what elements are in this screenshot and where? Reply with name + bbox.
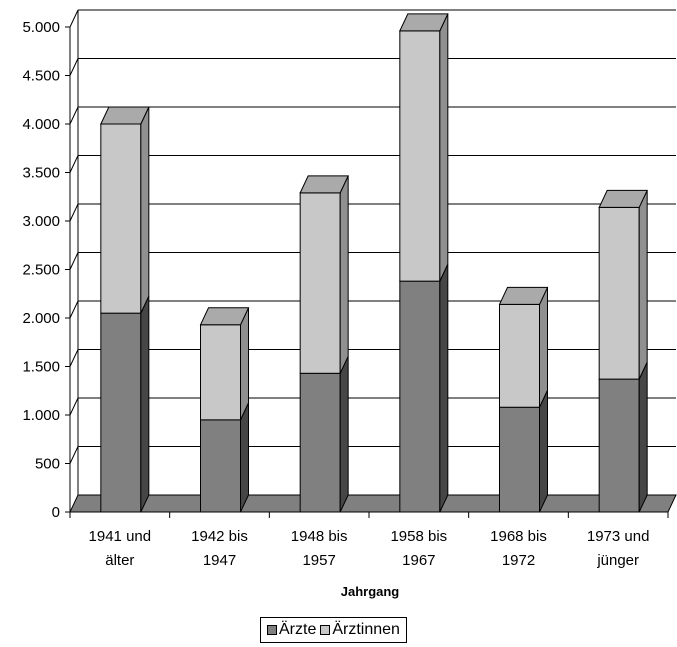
x-tick-label: 1958 bis: [390, 528, 447, 545]
x-tick-label: 1972: [502, 552, 535, 569]
x-tick-label: jünger: [596, 552, 639, 569]
gridline-side: [69, 203, 79, 222]
y-tick-label: 4.000: [22, 116, 60, 133]
bar-side: [638, 361, 648, 513]
legend-label-aerzte: Ärzte: [279, 621, 317, 638]
x-tick-label: 1967: [402, 552, 435, 569]
y-tick-label: 4.500: [22, 68, 60, 85]
bar-side: [539, 287, 548, 408]
bar-top: [598, 189, 648, 208]
bar-top: [299, 175, 349, 194]
legend-item-aerztinnen: Ärztinnen: [320, 621, 400, 639]
legend-swatch-aerztinnen: [320, 625, 331, 635]
bar-front: [399, 280, 441, 513]
bar-top: [498, 286, 549, 305]
x-tick-label: älter: [105, 552, 134, 569]
bar-side: [638, 190, 648, 380]
gridline-side: [69, 397, 79, 416]
bar-side: [240, 402, 249, 513]
y-tick-labels: 0 500 1.000 1.500 2.000 2.500 3.000 3.500 4.000 4…: [22, 19, 60, 521]
bar-side: [140, 295, 150, 513]
gridline-side: [69, 58, 79, 76]
bar-segment: [100, 106, 150, 314]
gridlines: [69, 9, 676, 495]
floor-plane: [69, 494, 677, 513]
bar-side: [339, 175, 349, 374]
bar-segment: [100, 295, 150, 513]
legend-label-aerztinnen: Ärztinnen: [332, 621, 400, 638]
bar-side: [339, 356, 349, 513]
bar-top: [399, 13, 449, 32]
chart-floor: [69, 494, 677, 513]
x-tick-label: 1957: [302, 552, 335, 569]
bar-segment: [299, 356, 349, 513]
x-axis-title: Jahrgang: [341, 584, 400, 599]
bar-front: [499, 406, 540, 513]
bar-segment: [498, 286, 549, 408]
y-tick-label: 5.000: [22, 19, 60, 36]
bar-front: [100, 123, 142, 314]
gridline-side: [69, 106, 79, 125]
bar-side: [439, 13, 449, 282]
bar-segment: [598, 189, 648, 380]
legend: Ärzte Ärztinnen: [260, 617, 407, 643]
bar-front: [499, 303, 540, 408]
bar-top: [100, 106, 150, 125]
y-tick-label: 500: [35, 456, 60, 473]
bar-segment: [200, 402, 249, 513]
bar-front: [598, 206, 640, 380]
bar-segment: [399, 263, 449, 513]
bar-side: [539, 390, 548, 513]
legend-swatch-aerzte: [267, 625, 277, 635]
gridline-side: [69, 9, 79, 28]
gridline-side: [69, 252, 79, 270]
bar-segment: [499, 390, 548, 513]
bar-front: [299, 192, 341, 374]
x-tick-labels: 1941 und älter 1942 bis 1947 1948 bis 1957 195…: [89, 528, 650, 569]
bar-front: [200, 324, 241, 421]
bar-front: [598, 378, 640, 513]
y-tick-label: 1.500: [22, 359, 60, 376]
x-tick-label: 1973 und: [587, 528, 650, 545]
bar-front: [100, 312, 142, 513]
bar-segment: [199, 307, 250, 421]
bar-front: [399, 30, 441, 282]
bar-front: [299, 372, 341, 513]
x-tick-label: 1942 bis: [191, 528, 248, 545]
legend-item-aerzte: Ärzte: [267, 621, 316, 639]
bar-segment: [598, 361, 648, 513]
y-tick-label: 1.000: [22, 407, 60, 424]
gridline-side: [69, 446, 79, 464]
gridline-side: [69, 300, 79, 319]
x-tick-label: 1948 bis: [291, 528, 348, 545]
x-tick-label: 1968 bis: [490, 528, 547, 545]
gridline-side: [69, 155, 79, 173]
x-tick-label: 1941 und: [89, 528, 152, 545]
y-tick-label: 2.000: [22, 310, 60, 327]
bar-segment: [299, 175, 349, 374]
bar-side: [140, 106, 150, 314]
axes: [65, 26, 669, 518]
gridline-side: [69, 349, 79, 367]
x-tick-label: 1947: [203, 552, 236, 569]
y-tick-label: 2.500: [22, 262, 60, 279]
y-tick-label: 0: [52, 504, 60, 521]
bar-side: [240, 307, 249, 421]
bars: [100, 13, 648, 513]
bar-side: [439, 263, 449, 513]
bar-top: [199, 307, 250, 326]
bar-segment: [399, 13, 449, 282]
bar-front: [200, 419, 241, 513]
y-tick-label: 3.500: [22, 165, 60, 182]
y-tick-label: 3.000: [22, 213, 60, 230]
